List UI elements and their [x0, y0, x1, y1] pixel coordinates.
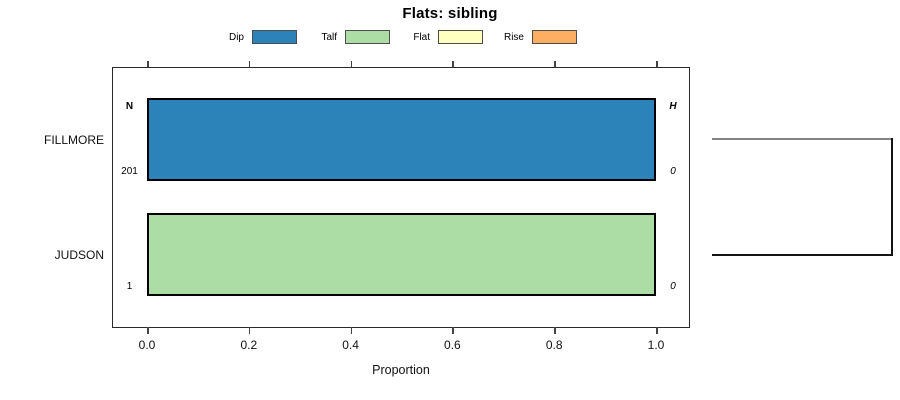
axis-tick	[248, 327, 251, 334]
tick-label: 0.4	[342, 338, 359, 352]
axis-tick	[554, 61, 556, 67]
axis-tick	[248, 61, 251, 67]
annotation-h-header: H	[669, 101, 677, 112]
annotation-h-value: 0	[670, 166, 676, 177]
annotation-h-value: 0	[670, 281, 676, 292]
cluster-bracket-bottom-branch	[712, 254, 893, 256]
legend-swatch	[252, 30, 297, 44]
annotation-n-value: 1	[126, 281, 133, 292]
axis-tick	[554, 327, 556, 334]
tick-label: 0.6	[444, 338, 461, 352]
legend-item: Flat	[388, 29, 483, 45]
legend-swatch	[345, 30, 390, 44]
axis-tick	[656, 61, 658, 67]
cluster-bracket-top-branch	[712, 138, 893, 140]
chart-title: Flats: sibling	[402, 5, 498, 22]
legend-item: Talf	[295, 29, 390, 45]
bar-segment	[147, 213, 656, 296]
category-label: FILLMORE	[43, 132, 104, 147]
axis-tick	[350, 327, 353, 334]
axis-tick	[452, 61, 454, 67]
axis-tick	[452, 327, 454, 334]
annotation-n-header: N	[125, 101, 134, 112]
legend-label: Dip	[228, 31, 244, 43]
axis-tick	[147, 61, 149, 67]
axis-tick	[147, 327, 149, 334]
legend-swatch	[438, 30, 483, 44]
axis-tick	[350, 61, 353, 67]
legend: Dip Talf Flat Rise	[0, 29, 900, 47]
tick-label: 0.2	[240, 338, 258, 352]
legend-label: Rise	[503, 31, 524, 43]
tick-label: 0.0	[138, 338, 156, 352]
legend-label: Talf	[321, 31, 337, 43]
cluster-bracket-join	[891, 138, 893, 256]
tick-label: 1.0	[647, 338, 665, 352]
axis-tick	[656, 327, 658, 334]
x-axis-title: Proportion	[372, 363, 430, 377]
tick-label: 0.8	[545, 338, 563, 352]
legend-item: Rise	[482, 29, 577, 45]
bar-row	[147, 213, 656, 296]
legend-label: Flat	[413, 31, 430, 43]
annotation-n-value: 201	[121, 166, 138, 177]
legend-item: Dip	[202, 29, 297, 45]
bar-row	[147, 98, 656, 181]
category-label: JUDSON	[54, 247, 104, 262]
legend-swatch	[532, 30, 577, 44]
bar-segment	[147, 98, 656, 181]
